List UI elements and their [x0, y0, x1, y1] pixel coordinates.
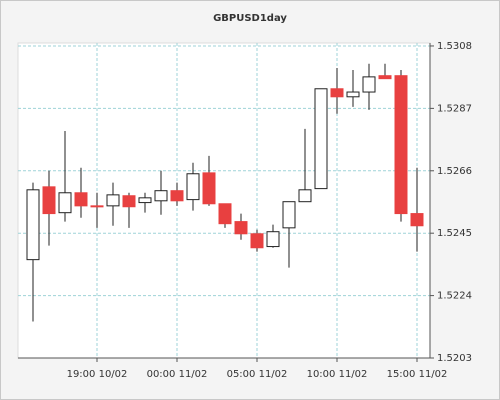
y-tick-label: 1.5308: [437, 41, 472, 52]
candle-body: [202, 172, 216, 205]
candle-body: [282, 201, 296, 229]
candle-body: [138, 197, 152, 204]
x-tick-label: 19:00 10/02: [67, 369, 128, 380]
candle-body: [298, 189, 312, 203]
x-tick-label: 05:00 11/02: [227, 369, 288, 380]
candle-body: [330, 88, 344, 98]
candle-body: [410, 213, 424, 227]
candle-body: [250, 233, 264, 249]
y-tick-label: 1.5287: [437, 103, 472, 114]
candle-body: [106, 194, 120, 207]
candle-body: [90, 205, 104, 208]
y-tick-label: 1.5266: [437, 166, 472, 177]
candle-body: [58, 192, 72, 214]
candle-body: [218, 203, 232, 225]
candle-body: [154, 190, 168, 202]
candle-body: [234, 221, 248, 235]
y-tick-label: 1.5203: [437, 353, 472, 364]
x-tick-label: 15:00 11/02: [387, 369, 448, 380]
y-tick-label: 1.5245: [437, 228, 472, 239]
x-tick-label: 00:00 11/02: [147, 369, 208, 380]
x-tick-label: 10:00 11/02: [307, 369, 368, 380]
candle-body: [266, 231, 280, 248]
candle-body: [362, 76, 376, 93]
candle-body: [186, 173, 200, 201]
chart-title: GBPUSD1day: [213, 13, 287, 24]
candle-body: [122, 195, 136, 208]
candle-body: [170, 190, 184, 202]
candle-body: [394, 75, 408, 215]
candle-body: [26, 189, 40, 261]
candle-body: [314, 88, 328, 190]
candle-body: [378, 75, 392, 80]
y-tick-label: 1.5224: [437, 291, 472, 302]
candle-body: [346, 91, 360, 98]
candle-body: [42, 186, 56, 215]
candle-body: [74, 192, 88, 207]
